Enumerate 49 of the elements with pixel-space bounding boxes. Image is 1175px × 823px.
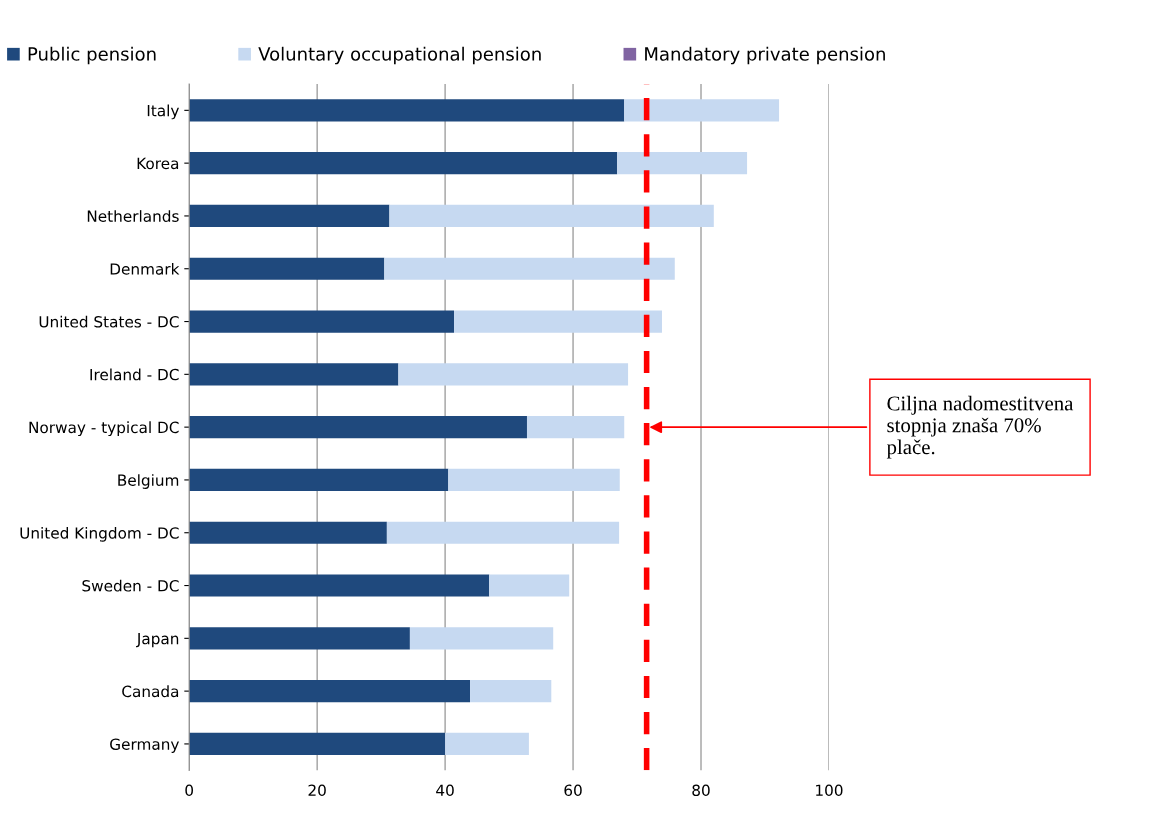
bar (489, 574, 570, 597)
y-tick-label: Italy (147, 104, 179, 120)
legend-label: Mandatory private pension (645, 46, 885, 65)
x-tick-label: 40 (436, 784, 454, 797)
y-tick-label: Japan (136, 633, 179, 648)
bar (189, 204, 390, 228)
bar (189, 363, 399, 386)
x-tick-label: 60 (564, 784, 582, 797)
bar (189, 732, 446, 756)
y-tick-label: Belgium (118, 474, 179, 489)
bar (617, 152, 748, 175)
y-tick-label: Netherlands (87, 210, 179, 222)
bar (189, 152, 618, 175)
y-tick-label: Korea (137, 157, 179, 170)
bar (384, 257, 675, 280)
bar (389, 204, 714, 228)
bar (189, 468, 449, 492)
annotation: Ciljna nadomestitvena stopnja znaša 70% plače. (886, 395, 1074, 459)
x-tick-label: 20 (308, 784, 326, 797)
bar (526, 416, 625, 439)
y-tick-label: Sweden - DC (82, 579, 179, 592)
bar (189, 574, 490, 597)
bar (189, 680, 471, 703)
y-tick-label: United Kingdom - DC (20, 526, 179, 542)
bar (189, 99, 625, 122)
bar (189, 257, 385, 280)
bar (189, 627, 410, 650)
y-tick-label: Germany (110, 738, 179, 753)
bar (386, 521, 620, 544)
legend-label: Public pension (28, 46, 156, 65)
y-tick-label: Ireland - DC (90, 368, 179, 381)
y-tick-label: Norway - typical DC (29, 421, 179, 437)
bar (189, 416, 527, 439)
bar (448, 468, 620, 492)
y-tick-label: United States - DC (39, 315, 179, 328)
bar (189, 310, 455, 333)
bar (624, 99, 780, 122)
bar (454, 310, 662, 333)
bar (470, 680, 552, 703)
x-tick-label: 80 (692, 784, 710, 797)
bar (189, 521, 387, 544)
x-tick-label: 100 (816, 784, 843, 797)
bar (409, 627, 554, 650)
y-tick-label: Denmark (110, 262, 180, 275)
y-tick-label: Canada (122, 685, 179, 698)
legend-label: Voluntary occupational pension (258, 46, 541, 65)
bar (398, 363, 629, 386)
x-tick-label: 0 (185, 784, 194, 797)
bar (445, 732, 529, 756)
